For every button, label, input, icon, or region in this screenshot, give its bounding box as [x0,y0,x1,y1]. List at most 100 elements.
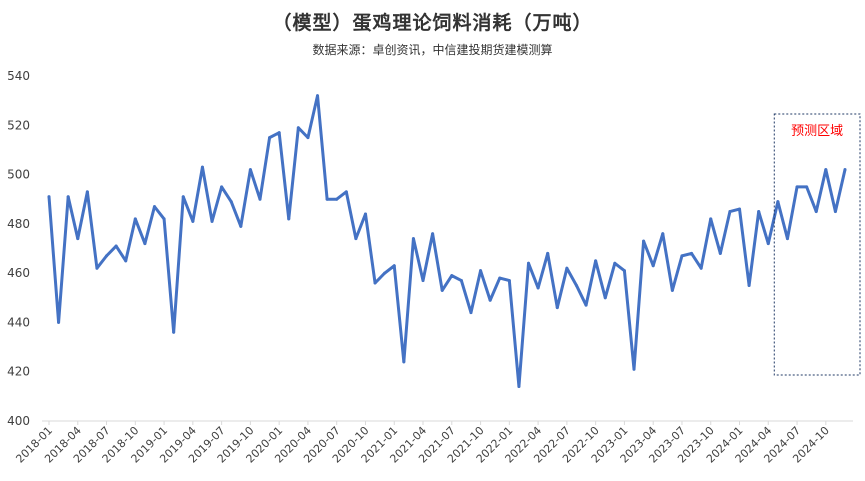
data-point [661,232,665,236]
data-point [287,217,291,221]
data-point [152,205,156,209]
data-point [354,237,358,241]
data-point [670,288,674,292]
data-point [507,279,511,283]
y-tick-label: 460 [7,266,30,280]
data-point [421,279,425,283]
data-point [95,266,99,270]
data-point [363,212,367,216]
data-point [210,219,214,223]
data-point [124,259,128,263]
data-point [479,269,483,273]
data-point [747,283,751,287]
data-point [603,296,607,300]
data-point [536,286,540,290]
data-point [325,197,329,201]
y-tick-label: 420 [7,365,30,379]
data-point [316,94,320,98]
data-point [411,237,415,241]
data-point [335,197,339,201]
data-point [709,217,713,221]
data-point [306,136,310,140]
chart-title: （模型）蛋鸡理论饲料消耗（万吨） [272,12,593,34]
data-point [527,261,531,265]
data-point [57,320,61,324]
data-point [66,195,70,199]
y-tick-label: 400 [7,414,30,428]
data-point [76,237,80,241]
data-point [632,367,636,371]
data-point [766,242,770,246]
y-axis-ticks: 400 420 440 460 480 500 520 540 [7,69,30,428]
data-point [143,242,147,246]
data-point [757,210,761,214]
data-point [459,279,463,283]
data-point [565,266,569,270]
data-point [220,185,224,189]
data-point [680,254,684,258]
data-point [162,217,166,221]
data-point [239,224,243,228]
data-point [258,197,262,201]
data-point [392,264,396,268]
data-point [344,190,348,194]
y-tick-label: 440 [7,315,30,329]
data-point [47,195,51,199]
data-point [85,190,89,194]
data-point [450,274,454,278]
series-line [47,94,847,388]
forecast-region-box [773,113,861,376]
data-point [728,210,732,214]
data-point [824,168,828,172]
data-point [200,165,204,169]
x-axis-ticks: 2018-012018-042018-072018-102019-012019-… [13,421,832,466]
data-point [594,259,598,263]
data-point [431,232,435,236]
data-point [498,276,502,280]
data-point [555,306,559,310]
data-point [699,266,703,270]
data-point [277,131,281,135]
data-point [229,200,233,204]
data-point [402,360,406,364]
data-point [622,269,626,273]
data-point [642,239,646,243]
y-tick-label: 540 [7,69,30,83]
data-point [133,217,137,221]
y-tick-label: 480 [7,217,30,231]
data-point [469,311,473,315]
data-point [191,219,195,223]
data-point [488,298,492,302]
data-point [584,303,588,307]
data-point [373,281,377,285]
data-point [690,251,694,255]
data-point [546,251,550,255]
data-point [105,254,109,258]
data-point [738,207,742,211]
data-point [268,136,272,140]
data-point [843,168,847,172]
data-point [833,210,837,214]
data-point [383,271,387,275]
data-point [718,251,722,255]
data-point [574,283,578,287]
chart-subtitle: 数据来源：卓创资讯，中信建投期货建模测算 [312,43,553,57]
data-point [805,185,809,189]
forecast-region-label: 预测区域 [791,124,843,139]
data-point [814,210,818,214]
data-point [181,195,185,199]
data-point [114,244,118,248]
data-point [651,264,655,268]
data-point [296,126,300,130]
y-tick-label: 500 [7,168,30,182]
data-point [795,185,799,189]
y-tick-label: 520 [7,118,30,132]
data-point [776,200,780,204]
data-point [248,168,252,172]
data-point [440,288,444,292]
data-point [172,330,176,334]
data-points [47,94,847,388]
data-point [785,237,789,241]
data-point [613,261,617,265]
